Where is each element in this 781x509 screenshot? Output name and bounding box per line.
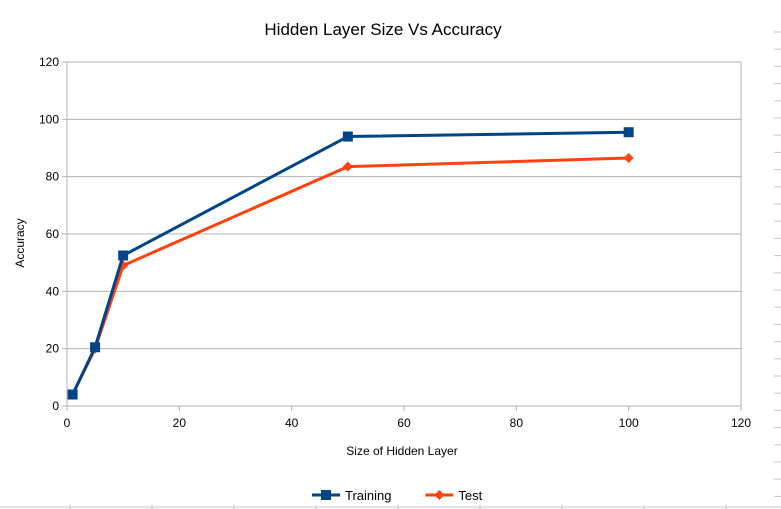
- series-test: [67, 153, 634, 400]
- legend-label-training: Training: [345, 488, 391, 503]
- legend-item-training: Training: [312, 488, 391, 503]
- series-line-training: [71, 130, 629, 396]
- x-tick-label: 80: [510, 416, 524, 430]
- grid: [62, 61, 742, 411]
- series-line-test: [71, 156, 629, 396]
- y-tick-label: 20: [46, 342, 60, 356]
- y-axis-label: Accuracy: [13, 218, 27, 267]
- edge-marks: [0, 31, 781, 509]
- y-tick-labels: 0 20 40 60 80 100 120: [39, 55, 59, 413]
- data-point-training: [118, 250, 129, 261]
- data-point-training: [342, 131, 353, 142]
- y-tick-label: 40: [46, 284, 60, 298]
- data-point-test: [342, 161, 353, 172]
- data-point-training: [90, 342, 101, 353]
- data-point-training: [623, 127, 634, 138]
- x-tick-label: 60: [397, 416, 411, 430]
- y-tick-label: 120: [39, 55, 59, 69]
- data-point-test: [623, 153, 634, 164]
- y-tick-label: 80: [46, 170, 60, 184]
- y-tick-label: 0: [52, 399, 59, 413]
- x-tick-label: 20: [173, 416, 187, 430]
- chart-title: Hidden Layer Size Vs Accuracy: [264, 20, 502, 39]
- legend-item-test: Test: [425, 488, 483, 503]
- x-tick-labels: 0 20 40 60 80 100 120: [64, 416, 752, 430]
- series-training: [67, 127, 634, 400]
- legend: Training Test: [312, 488, 483, 503]
- legend-marker-test: [434, 490, 445, 500]
- legend-label-test: Test: [458, 488, 482, 503]
- y-tick-label: 60: [46, 227, 60, 241]
- x-axis-label: Size of Hidden Layer: [346, 444, 457, 458]
- y-tick-label: 100: [39, 112, 59, 126]
- x-tick-label: 120: [731, 416, 751, 430]
- legend-marker-training: [321, 490, 331, 500]
- x-tick-label: 0: [64, 416, 71, 430]
- series-layer: [67, 127, 634, 400]
- data-point-training: [67, 389, 78, 400]
- x-tick-label: 100: [619, 416, 639, 430]
- x-tick-label: 40: [285, 416, 299, 430]
